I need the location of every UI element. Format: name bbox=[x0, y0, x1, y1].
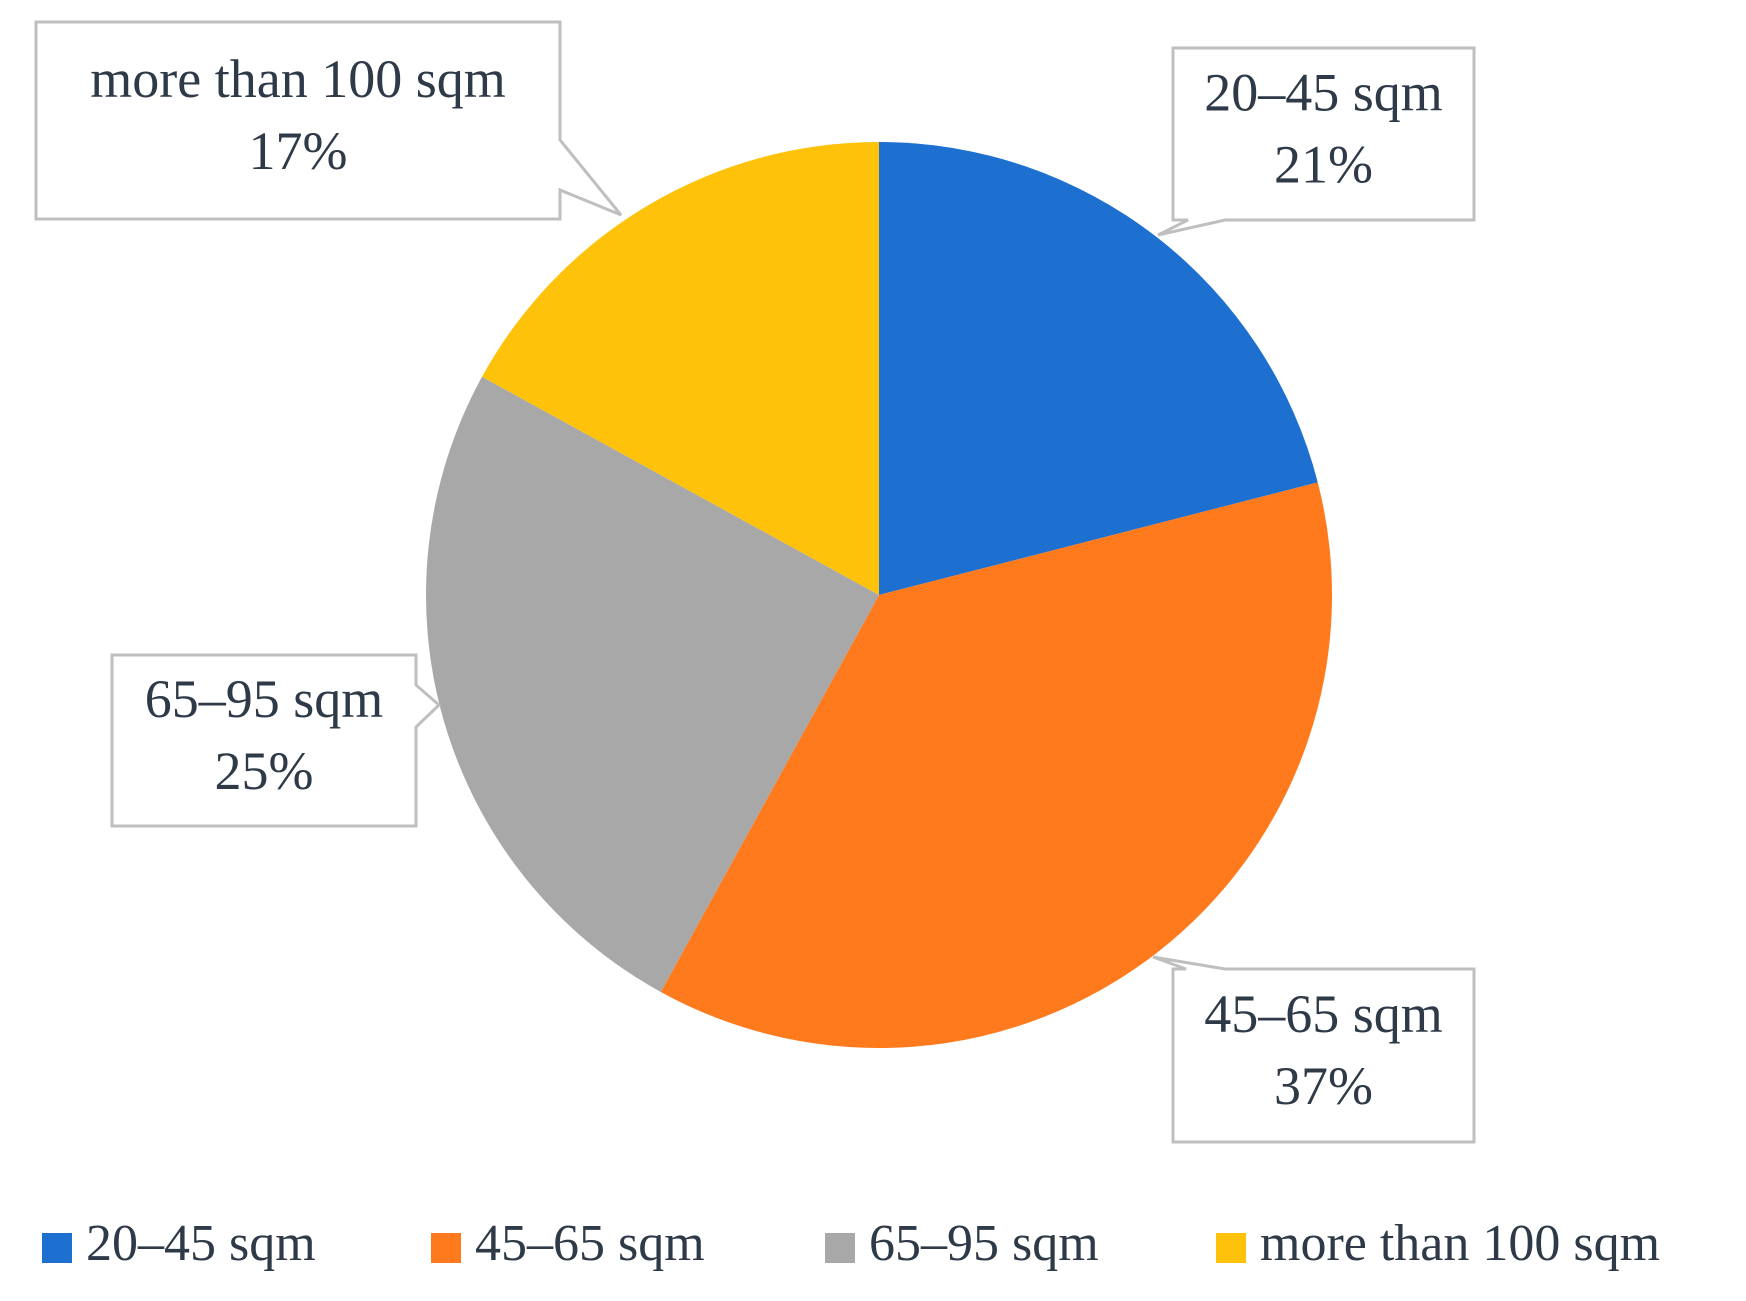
data-label: 17% bbox=[249, 121, 348, 181]
legend-marker bbox=[1216, 1233, 1246, 1263]
data-label: 21% bbox=[1274, 134, 1373, 194]
legend-label: more than 100 sqm bbox=[1260, 1215, 1660, 1272]
data-label: 37% bbox=[1274, 1056, 1373, 1116]
legend-label: 45–65 sqm bbox=[475, 1215, 705, 1272]
data-label-category: 65–95 sqm bbox=[145, 669, 384, 729]
legend-label: 20–45 sqm bbox=[86, 1215, 316, 1272]
data-label-category: more than 100 sqm bbox=[90, 49, 505, 109]
callout-box bbox=[1152, 955, 1476, 1144]
legend-label: 65–95 sqm bbox=[869, 1215, 1099, 1272]
legend-marker bbox=[42, 1233, 72, 1263]
data-label: 25% bbox=[215, 741, 314, 801]
callout-box bbox=[1157, 46, 1476, 237]
pie-slice bbox=[425, 376, 879, 992]
pie-slice bbox=[660, 482, 1332, 1048]
callout-box bbox=[34, 20, 623, 221]
legend-marker bbox=[431, 1233, 461, 1263]
callout-box bbox=[110, 653, 442, 828]
pie-slice bbox=[482, 142, 879, 595]
pie-slice bbox=[879, 142, 1318, 595]
data-label-category: 45–65 sqm bbox=[1204, 984, 1443, 1044]
data-label-category: 20–45 sqm bbox=[1204, 62, 1443, 122]
legend-marker bbox=[825, 1233, 855, 1263]
